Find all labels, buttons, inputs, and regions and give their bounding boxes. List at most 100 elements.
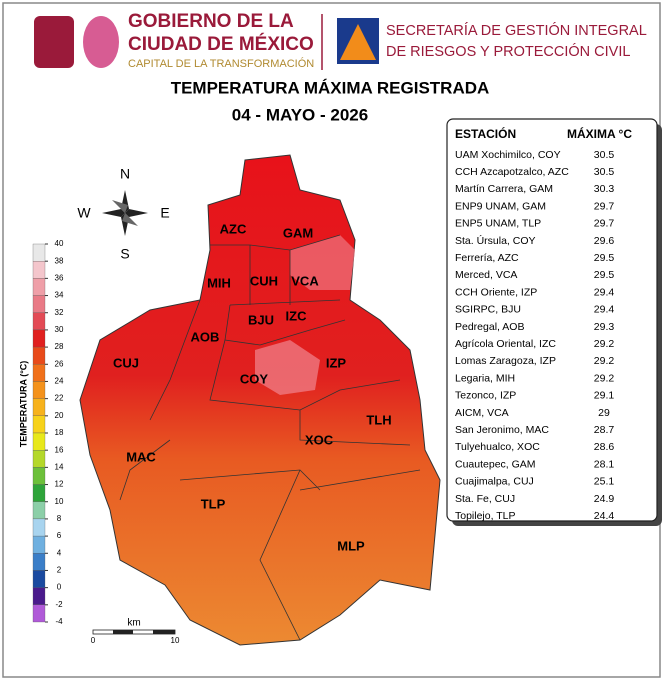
colorbar-label: 14 xyxy=(55,462,64,471)
scale-unit: km xyxy=(127,618,140,629)
colorbar-label: 6 xyxy=(57,531,62,540)
colorbar-swatch xyxy=(32,278,46,296)
colorbar-label: -4 xyxy=(55,617,63,626)
colorbar-swatch xyxy=(32,570,46,588)
station-name: Tezonco, IZP xyxy=(455,390,516,402)
colorbar-label: 8 xyxy=(57,514,62,523)
station-name: SGIRPC, BJU xyxy=(455,304,521,316)
colorbar-label: 26 xyxy=(55,359,64,368)
colorbar: 4038363432302826242220181614121086420-2-… xyxy=(32,239,64,626)
station-name: Cuajimalpa, CUJ xyxy=(455,476,534,488)
colorbar-swatch xyxy=(32,450,46,468)
colorbar-label: 4 xyxy=(57,548,62,557)
district-label: MAC xyxy=(126,449,156,464)
colorbar-swatch xyxy=(32,518,46,537)
station-value: 24.9 xyxy=(594,493,615,505)
station-name: ENP5 UNAM, TLP xyxy=(455,218,541,230)
colorbar-label: 18 xyxy=(55,428,64,437)
colorbar-label: 16 xyxy=(55,445,64,454)
colorbar-swatch xyxy=(32,398,46,416)
compass-w: W xyxy=(77,205,91,221)
colorbar-swatch xyxy=(32,535,46,554)
station-name: San Jeronimo, MAC xyxy=(455,424,549,436)
warm-area xyxy=(255,340,320,395)
station-name: Legaria, MIH xyxy=(455,372,515,384)
table-rows: UAM Xochimilco, COY 30.5 CCH Azcapotzalco,… xyxy=(455,149,614,522)
station-name: ENP9 UNAM, GAM xyxy=(455,200,546,212)
colorbar-swatch xyxy=(32,329,46,348)
colorbar-label: 38 xyxy=(55,256,64,265)
compass-n: N xyxy=(120,166,130,182)
col-header: MÁXIMA °C xyxy=(567,126,632,141)
station-name: Sta. Úrsula, COY xyxy=(455,234,536,247)
colorbar-label: -2 xyxy=(55,600,63,609)
station-name: Martín Carrera, GAM xyxy=(455,183,553,195)
station-value: 29.4 xyxy=(594,286,615,298)
gov-tagline: CAPITAL DE LA TRANSFORMACIÓN xyxy=(128,57,314,70)
colorbar-swatch xyxy=(32,312,46,331)
station-value: 30.3 xyxy=(594,183,615,195)
district-label: MLP xyxy=(337,538,365,553)
gov-line2: CIUDAD DE MÉXICO xyxy=(128,33,314,55)
station-value: 28.1 xyxy=(594,458,615,470)
colorbar-swatch xyxy=(32,587,46,605)
colorbar-label: 10 xyxy=(55,497,64,506)
district-label: AOB xyxy=(191,329,220,344)
colorbar-swatch xyxy=(32,484,46,502)
district-label: MIH xyxy=(207,275,231,290)
coat-of-arms xyxy=(34,16,74,68)
station-value: 30.5 xyxy=(594,166,615,178)
colorbar-swatch xyxy=(32,604,46,623)
station-name: Lomas Zaragoza, IZP xyxy=(455,355,556,367)
title: TEMPERATURA MÁXIMA REGISTRADA xyxy=(171,78,490,97)
station-value: 28.6 xyxy=(594,441,615,453)
colorbar-label: 24 xyxy=(55,377,64,386)
sec-line1: SECRETARÍA DE GESTIÓN INTEGRAL xyxy=(386,22,647,39)
compass-s: S xyxy=(120,246,129,262)
city-outline xyxy=(79,154,441,646)
pc-triangle xyxy=(340,24,376,60)
station-value: 29.7 xyxy=(594,200,615,212)
scale-end: 10 xyxy=(171,636,180,645)
station-value: 29.2 xyxy=(594,338,615,350)
station-name: Merced, VCA xyxy=(455,269,517,281)
district-label: IZP xyxy=(326,355,347,370)
logo-flower xyxy=(83,16,119,68)
station-value: 29 xyxy=(598,407,610,419)
district-label: AZC xyxy=(220,221,247,236)
station-name: Topilejo, TLP xyxy=(455,510,516,522)
colorbar-label: 28 xyxy=(55,342,64,351)
district-labels: AZC GAM MIH CUH VCA BJU IZC AOB CUJ COY IZP TLH XOC M… xyxy=(113,221,392,553)
colorbar-swatch xyxy=(32,261,46,279)
station-name: Tulyehualco, XOC xyxy=(455,441,540,453)
colorbar-label: 2 xyxy=(57,566,62,575)
compass: N S W E xyxy=(77,166,169,262)
compass-e: E xyxy=(160,205,169,221)
colorbar-label: 32 xyxy=(55,308,64,317)
col-header: ESTACIÓN xyxy=(455,126,516,141)
legend-title: TEMPERATURA (°C) xyxy=(18,361,28,448)
scale-start: 0 xyxy=(91,636,96,645)
colorbar-label: 34 xyxy=(55,291,64,300)
district-label: TLH xyxy=(366,412,391,427)
district-label: GAM xyxy=(283,225,313,240)
district-label: BJU xyxy=(248,312,274,327)
station-name: CCH Oriente, IZP xyxy=(455,286,537,298)
colorbar-swatch xyxy=(32,415,46,434)
colorbar-label: 20 xyxy=(55,411,64,420)
station-value: 29.6 xyxy=(594,235,615,247)
station-value: 29.5 xyxy=(594,252,615,264)
scale-bar: km 0 10 xyxy=(91,618,180,645)
district-label: CUH xyxy=(250,273,278,288)
colorbar-swatch xyxy=(32,381,46,399)
date: 04 - MAYO - 2026 xyxy=(232,105,368,124)
station-value: 29.5 xyxy=(594,269,615,281)
colorbar-swatch xyxy=(32,295,46,313)
colorbar-swatch xyxy=(32,364,46,382)
station-name: Cuautepec, GAM xyxy=(455,458,536,470)
station-value: 29.7 xyxy=(594,218,615,230)
warm-area xyxy=(290,235,355,290)
sec-line2: DE RIESGOS Y PROTECCIÓN CIVIL xyxy=(386,43,630,60)
district-label: VCA xyxy=(291,273,319,288)
